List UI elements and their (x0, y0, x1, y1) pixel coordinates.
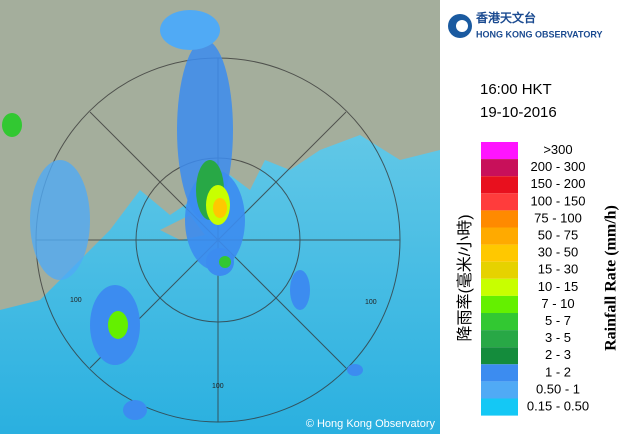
legend-label: 50 - 75 (538, 227, 578, 242)
radar-map: 100 100 100 © Hong Kong Observatory (0, 0, 440, 434)
legend-swatch (481, 398, 518, 416)
logo-english: HONG KONG OBSERVATORY (476, 29, 603, 39)
legend-swatch (481, 313, 518, 331)
legend-swatch (481, 295, 518, 313)
legend-label: 150 - 200 (531, 176, 586, 191)
legend-label: 100 - 150 (531, 193, 586, 208)
legend-swatch (481, 210, 518, 228)
legend-swatch (481, 330, 518, 348)
info-panel: 香港天文台 HONG KONG OBSERVATORY 16:00 HKT 19… (448, 10, 620, 416)
legend-label: >300 (543, 142, 572, 157)
legend-swatch (481, 227, 518, 245)
legend-label: 15 - 30 (538, 262, 578, 277)
legend-swatch (481, 142, 518, 160)
legend-swatch (481, 159, 518, 177)
legend-label: 2 - 3 (545, 347, 571, 362)
legend-label: 3 - 5 (545, 330, 571, 345)
legend-label: 7 - 10 (541, 296, 574, 311)
legend-label: 75 - 100 (534, 210, 582, 225)
legend-swatch (481, 278, 518, 296)
time: 16:00 HKT (480, 81, 552, 98)
legend-label: 200 - 300 (531, 159, 586, 174)
legend-swatch (481, 193, 518, 211)
legend-swatch (481, 244, 518, 262)
legend: >300 200 - 300 150 - 200 100 - 150 75 - 100 5… (481, 142, 589, 416)
legend-swatch (481, 381, 518, 399)
logo-mark (456, 20, 468, 32)
copyright: © Hong Kong Observatory (306, 418, 436, 430)
legend-swatch (481, 176, 518, 194)
legend-label: 0.50 - 1 (536, 381, 580, 396)
range-label: 100 (212, 383, 224, 390)
legend-label: 30 - 50 (538, 245, 578, 260)
rain-echoes (2, 10, 363, 420)
legend-swatch (481, 364, 518, 382)
legend-label: 5 - 7 (545, 313, 571, 328)
legend-label: 10 - 15 (538, 279, 578, 294)
legend-label: 1 - 2 (545, 364, 571, 379)
legend-swatch (481, 347, 518, 365)
date: 19-10-2016 (480, 104, 557, 121)
range-label: 100 (70, 297, 82, 304)
range-label: 100 (365, 299, 377, 306)
legend-title-chinese: 降雨率(毫米/小時) (455, 214, 474, 341)
legend-title-english: Rainfall Rate (mm/h) (603, 205, 620, 351)
legend-swatch (481, 261, 518, 279)
logo-chinese: 香港天文台 (475, 10, 536, 25)
legend-label: 0.15 - 0.50 (527, 398, 589, 413)
